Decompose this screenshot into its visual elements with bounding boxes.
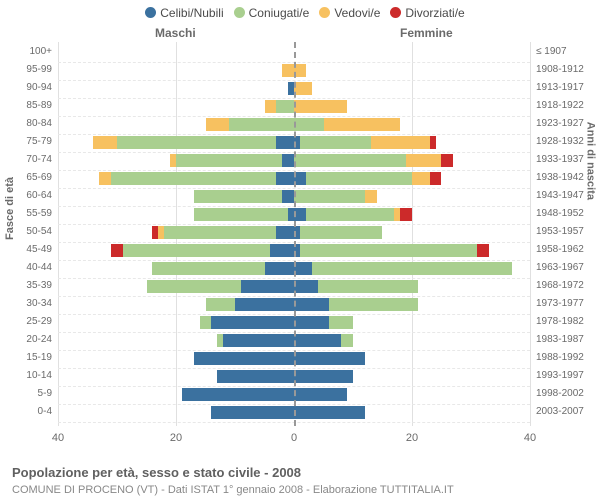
birth-year-label: 1938-1942 (530, 172, 584, 183)
age-label: 50-54 (26, 226, 58, 237)
males-label: Maschi (155, 26, 196, 40)
birth-year-label: 1998-2002 (530, 388, 584, 399)
age-label: 35-39 (26, 280, 58, 291)
age-label: 15-19 (26, 352, 58, 363)
birth-year-label: 1993-1997 (530, 370, 584, 381)
center-line (294, 42, 296, 426)
birth-year-label: 1943-1947 (530, 190, 584, 201)
birth-year-label: ≤ 1907 (530, 46, 567, 57)
age-label: 45-49 (26, 244, 58, 255)
birth-year-label: 1933-1937 (530, 154, 584, 165)
plot-area: 100+≤ 190795-991908-191290-941913-191785… (58, 42, 530, 442)
age-label: 5-9 (38, 388, 58, 399)
birth-year-label: 1973-1977 (530, 298, 584, 309)
x-tick-label: 40 (52, 432, 64, 444)
birth-year-label: 1923-1927 (530, 118, 584, 129)
legend-swatch (319, 7, 330, 18)
age-label: 10-14 (26, 370, 58, 381)
age-label: 20-24 (26, 334, 58, 345)
age-label: 60-64 (26, 190, 58, 201)
age-label: 95-99 (26, 64, 58, 75)
birth-year-label: 1963-1967 (530, 262, 584, 273)
x-tick-label: 0 (291, 432, 297, 444)
x-tick-label: 20 (406, 432, 418, 444)
age-label: 85-89 (26, 100, 58, 111)
age-label: 75-79 (26, 136, 58, 147)
birth-year-label: 1983-1987 (530, 334, 584, 345)
legend-label: Vedovi/e (334, 6, 380, 20)
x-tick-label: 20 (170, 432, 182, 444)
legend-swatch (390, 7, 401, 18)
legend-swatch (145, 7, 156, 18)
birth-year-label: 2003-2007 (530, 406, 584, 417)
females-label: Femmine (400, 26, 453, 40)
chart-container: Celibi/Nubili Coniugati/e Vedovi/e Divorzia… (0, 0, 600, 500)
age-label: 90-94 (26, 82, 58, 93)
birth-year-label: 1908-1912 (530, 64, 584, 75)
legend: Celibi/Nubili Coniugati/e Vedovi/e Divorzia… (0, 6, 600, 20)
birth-year-label: 1948-1952 (530, 208, 584, 219)
age-label: 30-34 (26, 298, 58, 309)
age-label: 40-44 (26, 262, 58, 273)
birth-year-label: 1918-1922 (530, 100, 584, 111)
chart-title: Popolazione per età, sesso e stato civil… (12, 465, 301, 480)
age-label: 100+ (29, 46, 58, 57)
birth-year-label: 1928-1932 (530, 136, 584, 147)
legend-label: Celibi/Nubili (160, 6, 223, 20)
y-axis-right-title: Anni di nascita (584, 122, 596, 200)
legend-swatch (234, 7, 245, 18)
legend-label: Divorziati/e (405, 6, 464, 20)
age-label: 70-74 (26, 154, 58, 165)
y-axis-left-title: Fasce di età (4, 177, 16, 240)
chart-subtitle: COMUNE DI PROCENO (VT) - Dati ISTAT 1° g… (12, 484, 454, 496)
age-label: 25-29 (26, 316, 58, 327)
birth-year-label: 1953-1957 (530, 226, 584, 237)
birth-year-label: 1978-1982 (530, 316, 584, 327)
age-label: 65-69 (26, 172, 58, 183)
age-label: 55-59 (26, 208, 58, 219)
birth-year-label: 1988-1992 (530, 352, 584, 363)
age-label: 0-4 (38, 406, 58, 417)
x-tick-label: 40 (524, 432, 536, 444)
birth-year-label: 1958-1962 (530, 244, 584, 255)
age-label: 80-84 (26, 118, 58, 129)
legend-label: Coniugati/e (249, 6, 310, 20)
birth-year-label: 1968-1972 (530, 280, 584, 291)
birth-year-label: 1913-1917 (530, 82, 584, 93)
